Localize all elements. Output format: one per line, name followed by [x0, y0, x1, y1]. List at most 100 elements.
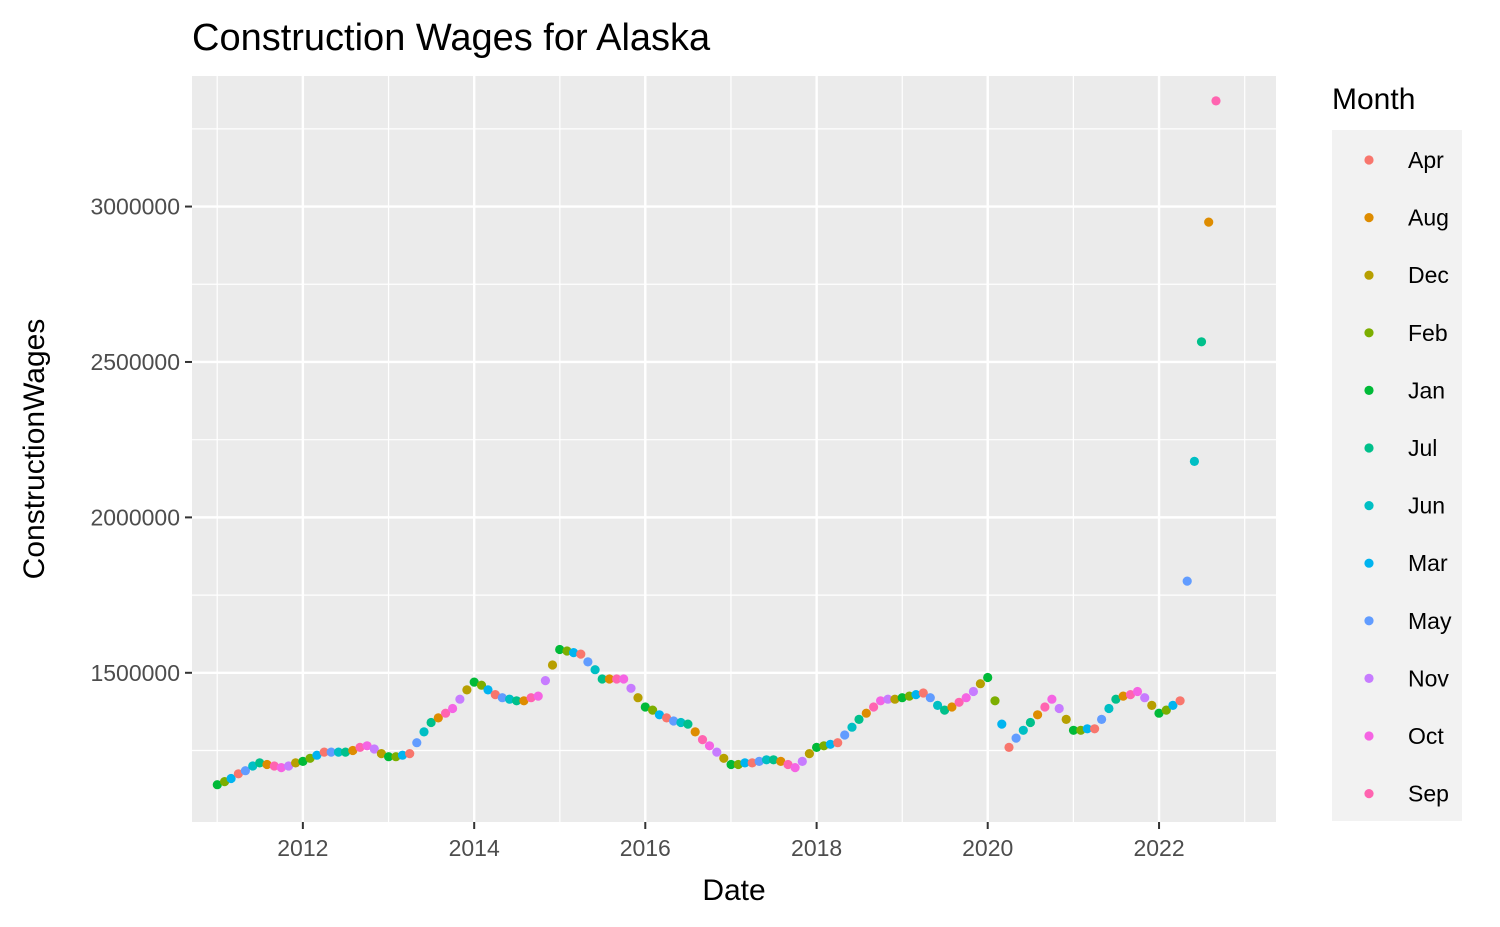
data-point: [1154, 708, 1164, 718]
data-point: [1211, 96, 1221, 106]
data-point: [1104, 703, 1114, 714]
plot-panel: [192, 76, 1276, 822]
data-point: [690, 727, 700, 737]
legend-label: Sep: [1408, 781, 1449, 807]
legend-label: Nov: [1408, 665, 1449, 691]
data-point: [940, 705, 950, 715]
data-point: [284, 761, 294, 771]
data-point: [384, 752, 394, 762]
data-point: [555, 644, 565, 655]
data-point: [1047, 694, 1057, 704]
data-point: [804, 749, 815, 759]
data-point: [433, 713, 443, 723]
data-point: [376, 749, 386, 759]
data-point: [1175, 696, 1185, 706]
y-axis: 1500000 2000000 2500000 3000000: [90, 194, 192, 686]
data-point: [497, 693, 507, 703]
y-axis-title: ConstructionWages: [18, 319, 51, 580]
data-point: [662, 713, 672, 723]
data-point: [983, 672, 993, 683]
data-point: [276, 763, 286, 773]
legend-label: Dec: [1408, 262, 1449, 288]
data-point: [248, 761, 258, 771]
data-point: [590, 665, 600, 675]
data-point: [1054, 703, 1064, 714]
data-point: [505, 694, 515, 704]
data-point: [897, 693, 907, 703]
data-point: [298, 756, 308, 767]
data-point: [947, 702, 957, 712]
major-gridlines: [192, 76, 1276, 822]
data-point: [462, 685, 472, 695]
data-point: [719, 753, 729, 763]
data-point: [640, 702, 650, 712]
data-point: [1132, 686, 1143, 697]
data-point: [1182, 576, 1192, 586]
y-tick-label: 2000000: [90, 504, 180, 530]
data-point: [583, 657, 593, 667]
legend-key-dot: [1364, 731, 1374, 741]
data-point: [712, 747, 722, 757]
data-point: [833, 738, 843, 748]
data-point: [476, 680, 487, 690]
data-point: [790, 763, 800, 773]
data-point: [255, 758, 265, 768]
data-point: [1040, 702, 1050, 712]
data-point: [1111, 694, 1121, 704]
data-point: [448, 703, 458, 714]
data-point: [825, 739, 836, 749]
data-point: [1140, 693, 1150, 703]
data-point: [212, 780, 222, 790]
data-point: [933, 700, 943, 711]
x-tick-label: 2012: [277, 835, 328, 861]
data-point: [490, 690, 500, 700]
data-point: [654, 710, 665, 720]
data-point: [911, 690, 921, 700]
data-point: [441, 708, 451, 718]
data-point: [1204, 217, 1214, 227]
chart-title: Construction Wages for Alaska: [192, 17, 711, 59]
data-point: [990, 696, 1000, 706]
data-point: [726, 759, 736, 770]
data-point: [626, 683, 636, 693]
data-point: [240, 766, 250, 776]
data-point: [569, 648, 579, 658]
data-point: [533, 691, 543, 701]
x-tick-label: 2020: [962, 835, 1013, 861]
data-point: [319, 747, 329, 757]
data-point: [704, 741, 715, 751]
x-axis: 2012 2014 2016 2018 2020 2022: [277, 822, 1185, 861]
data-point: [797, 756, 807, 767]
legend-key-dot: [1364, 443, 1374, 453]
data-point: [597, 674, 607, 684]
data-point: [519, 696, 529, 706]
data-point: [1082, 724, 1092, 734]
data-point: [1068, 725, 1079, 735]
y-tick-label: 3000000: [90, 194, 180, 220]
legend-key-dot: [1364, 558, 1374, 568]
data-point: [740, 758, 750, 768]
data-point: [326, 747, 336, 757]
data-point: [890, 694, 900, 704]
legend-label: Jan: [1408, 377, 1445, 403]
data-point: [676, 717, 686, 728]
data-point: [312, 750, 322, 760]
data-point: [369, 744, 379, 754]
data-point: [975, 679, 986, 689]
data-point: [918, 688, 928, 698]
data-point: [997, 719, 1007, 729]
data-point: [633, 693, 643, 703]
legend-key-dot: [1364, 673, 1374, 684]
data-point: [405, 749, 415, 759]
legend-label: Aug: [1408, 205, 1449, 231]
data-point: [648, 705, 658, 715]
data-point: [526, 693, 536, 703]
data-point: [776, 756, 786, 767]
data-point: [355, 742, 365, 753]
data-point: [333, 747, 344, 757]
data-point: [226, 773, 236, 784]
data-point: [1004, 742, 1014, 753]
legend-key-dot: [1364, 789, 1374, 799]
data-point: [812, 742, 822, 753]
legend-label: Apr: [1408, 147, 1444, 173]
